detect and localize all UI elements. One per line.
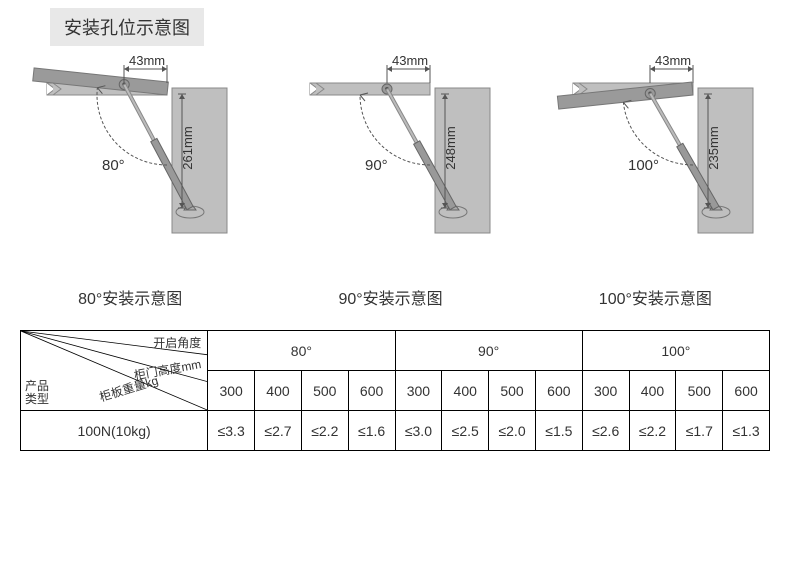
table-row: 开启角度 柜门高度mm 柜板重量kg 产品 类型 80° 90° 100° — [21, 331, 770, 371]
svg-text:100°: 100° — [628, 157, 659, 174]
corner-left-label: 产品 类型 — [25, 380, 49, 406]
angle-header: 80° — [208, 331, 395, 371]
value-cell: ≤3.0 — [395, 411, 442, 451]
value-cell: ≤1.3 — [723, 411, 770, 451]
svg-text:248mm: 248mm — [443, 126, 458, 169]
value-cell: ≤2.2 — [301, 411, 348, 451]
height-header: 400 — [629, 371, 676, 411]
height-header: 600 — [348, 371, 395, 411]
value-cell: ≤2.2 — [629, 411, 676, 451]
caption-100: 100°安装示意图 — [599, 285, 712, 309]
height-header: 400 — [255, 371, 302, 411]
value-cell: ≤1.6 — [348, 411, 395, 451]
height-header: 600 — [723, 371, 770, 411]
value-cell: ≤2.6 — [582, 411, 629, 451]
value-cell: ≤3.3 — [208, 411, 255, 451]
diagram-90: 90° 43mm 248mm — [275, 40, 515, 280]
height-header: 500 — [489, 371, 536, 411]
diagram-svg-90: 90° 43mm 248mm — [275, 40, 515, 240]
diagram-100: 100° 43mm 235mm — [538, 40, 778, 280]
table-row: 100N(10kg) ≤3.3≤2.7≤2.2≤1.6≤3.0≤2.5≤2.0≤… — [21, 411, 770, 451]
value-cell: ≤2.7 — [255, 411, 302, 451]
svg-text:261mm: 261mm — [180, 126, 195, 169]
spec-table: 开启角度 柜门高度mm 柜板重量kg 产品 类型 80° 90° 100° 30… — [20, 330, 770, 451]
svg-text:235mm: 235mm — [706, 126, 721, 169]
caption-80: 80°安装示意图 — [78, 285, 182, 309]
captions-row: 80°安装示意图 90°安装示意图 100°安装示意图 — [0, 285, 790, 309]
caption-90: 90°安装示意图 — [338, 285, 442, 309]
height-header: 600 — [535, 371, 582, 411]
angle-header: 100° — [582, 331, 769, 371]
height-header: 300 — [208, 371, 255, 411]
diagram-svg-80: 80° 43mm 261mm — [12, 40, 252, 240]
corner-top-label: 开启角度 — [153, 334, 201, 351]
row-label: 100N(10kg) — [21, 411, 208, 451]
height-header: 300 — [395, 371, 442, 411]
diagram-80: 80° 43mm 261mm — [12, 40, 252, 280]
svg-text:80°: 80° — [102, 157, 125, 174]
svg-text:90°: 90° — [365, 157, 388, 174]
svg-text:43mm: 43mm — [129, 53, 165, 68]
diagram-svg-100: 100° 43mm 235mm — [538, 40, 778, 240]
svg-text:43mm: 43mm — [392, 53, 428, 68]
height-header: 500 — [676, 371, 723, 411]
diagram-row: 80° 43mm 261mm 90° 43mm 248mm 100° 43mm 235mm — [0, 40, 790, 280]
value-cell: ≤1.5 — [535, 411, 582, 451]
height-header: 500 — [301, 371, 348, 411]
height-header: 400 — [442, 371, 489, 411]
svg-text:43mm: 43mm — [655, 53, 691, 68]
value-cell: ≤2.5 — [442, 411, 489, 451]
spec-table-wrap: 开启角度 柜门高度mm 柜板重量kg 产品 类型 80° 90° 100° 30… — [20, 330, 770, 451]
value-cell: ≤1.7 — [676, 411, 723, 451]
corner-cell: 开启角度 柜门高度mm 柜板重量kg 产品 类型 — [21, 331, 208, 411]
height-header: 300 — [582, 371, 629, 411]
value-cell: ≤2.0 — [489, 411, 536, 451]
angle-header: 90° — [395, 331, 582, 371]
